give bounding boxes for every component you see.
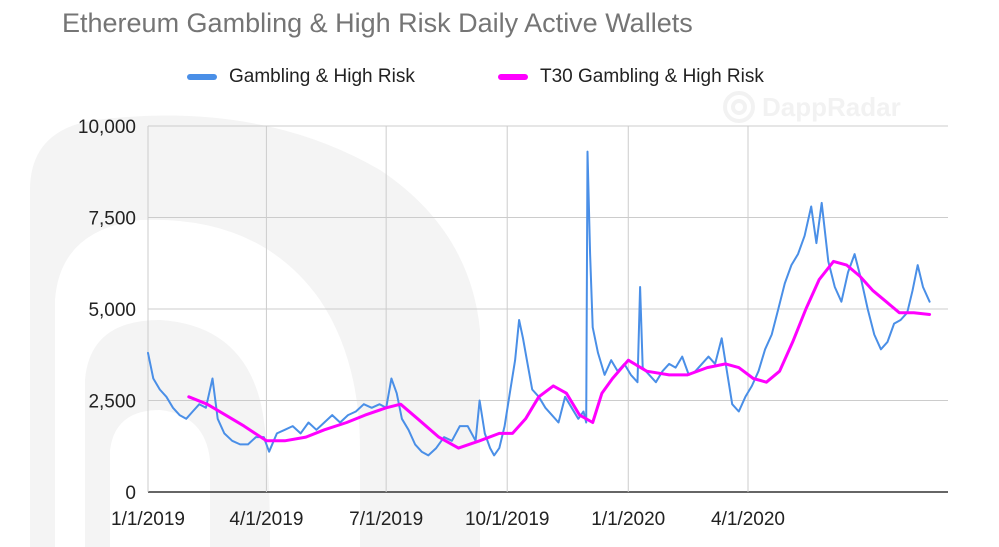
y-tick-label: 2,500 [88,392,136,413]
legend: Gambling & High Risk T30 Gambling & High… [0,64,999,90]
watermark-text: DappRadar [762,91,901,122]
chart-title: Ethereum Gambling & High Risk Daily Acti… [62,8,693,38]
series-line-gambling [147,150,931,457]
legend-label-t30: T30 Gambling & High Risk [540,66,764,87]
legend-item-t30[interactable]: T30 Gambling & High Risk [498,64,764,90]
y-tick-label: 5,000 [88,300,136,321]
x-tick-label: 10/1/2019 [465,509,550,530]
watermark-arc-core [110,410,210,547]
x-tick-label: 1/1/2020 [591,509,665,530]
x-tick-label: 7/1/2019 [349,509,423,530]
y-tick-label: 0 [125,483,136,504]
dappradar-logo-icon [723,91,755,123]
x-tick-label: 1/1/2019 [111,509,185,530]
legend-item-gambling[interactable]: Gambling & High Risk [187,64,415,90]
legend-label-gambling: Gambling & High Risk [229,66,415,87]
legend-swatch-gambling [187,74,217,80]
watermark-background-arcs [30,115,480,547]
y-tick-label: 10,000 [78,117,136,138]
x-tick-label: 4/1/2019 [229,509,303,530]
x-tick-label: 4/1/2020 [711,509,785,530]
series-line-t30 [187,259,932,450]
legend-swatch-t30 [498,74,528,80]
y-tick-label: 7,500 [88,209,136,230]
dappradar-watermark: DappRadar [722,90,901,124]
